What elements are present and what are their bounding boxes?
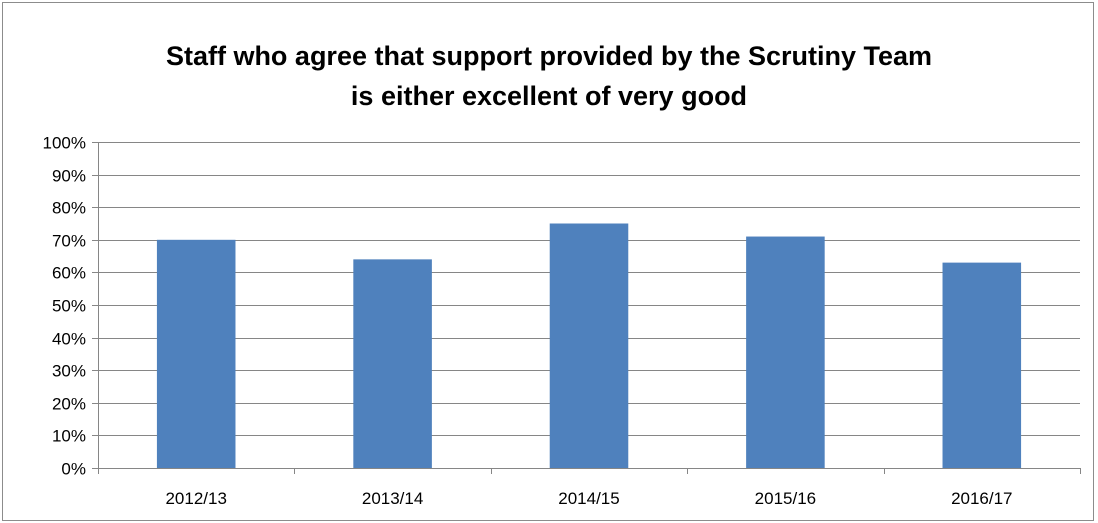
x-tick-label: 2015/16 — [755, 489, 816, 508]
x-tick-label: 2014/15 — [558, 489, 619, 508]
bar-2013-14 — [353, 259, 432, 468]
chart-title-line-2: is either excellent of very good — [350, 81, 748, 111]
y-tick-label: 100% — [43, 134, 86, 153]
chart-title: Staff who agree that support provided by… — [0, 36, 1098, 116]
y-tick-label: 50% — [52, 297, 86, 316]
x-tick-label: 2012/13 — [165, 489, 226, 508]
bar-2015-16 — [746, 236, 825, 468]
y-tick-label: 0% — [61, 460, 86, 479]
y-tick-label: 70% — [52, 232, 86, 251]
x-tick-label: 2016/17 — [951, 489, 1012, 508]
y-tick-label: 60% — [52, 264, 86, 283]
bar-2012-13 — [156, 239, 236, 468]
y-tick-label: 80% — [52, 199, 86, 218]
chart-title-line-1: Staff who agree that support provided by… — [165, 41, 933, 71]
bar-2016-17 — [942, 262, 1022, 468]
bar-2014-15 — [549, 223, 629, 468]
y-tick-label: 40% — [52, 330, 86, 349]
y-tick-label: 20% — [52, 395, 86, 414]
y-tick-label: 10% — [52, 427, 86, 446]
x-tick-label: 2013/14 — [362, 489, 423, 508]
y-tick-label: 90% — [52, 167, 86, 186]
y-tick-label: 30% — [52, 362, 86, 381]
